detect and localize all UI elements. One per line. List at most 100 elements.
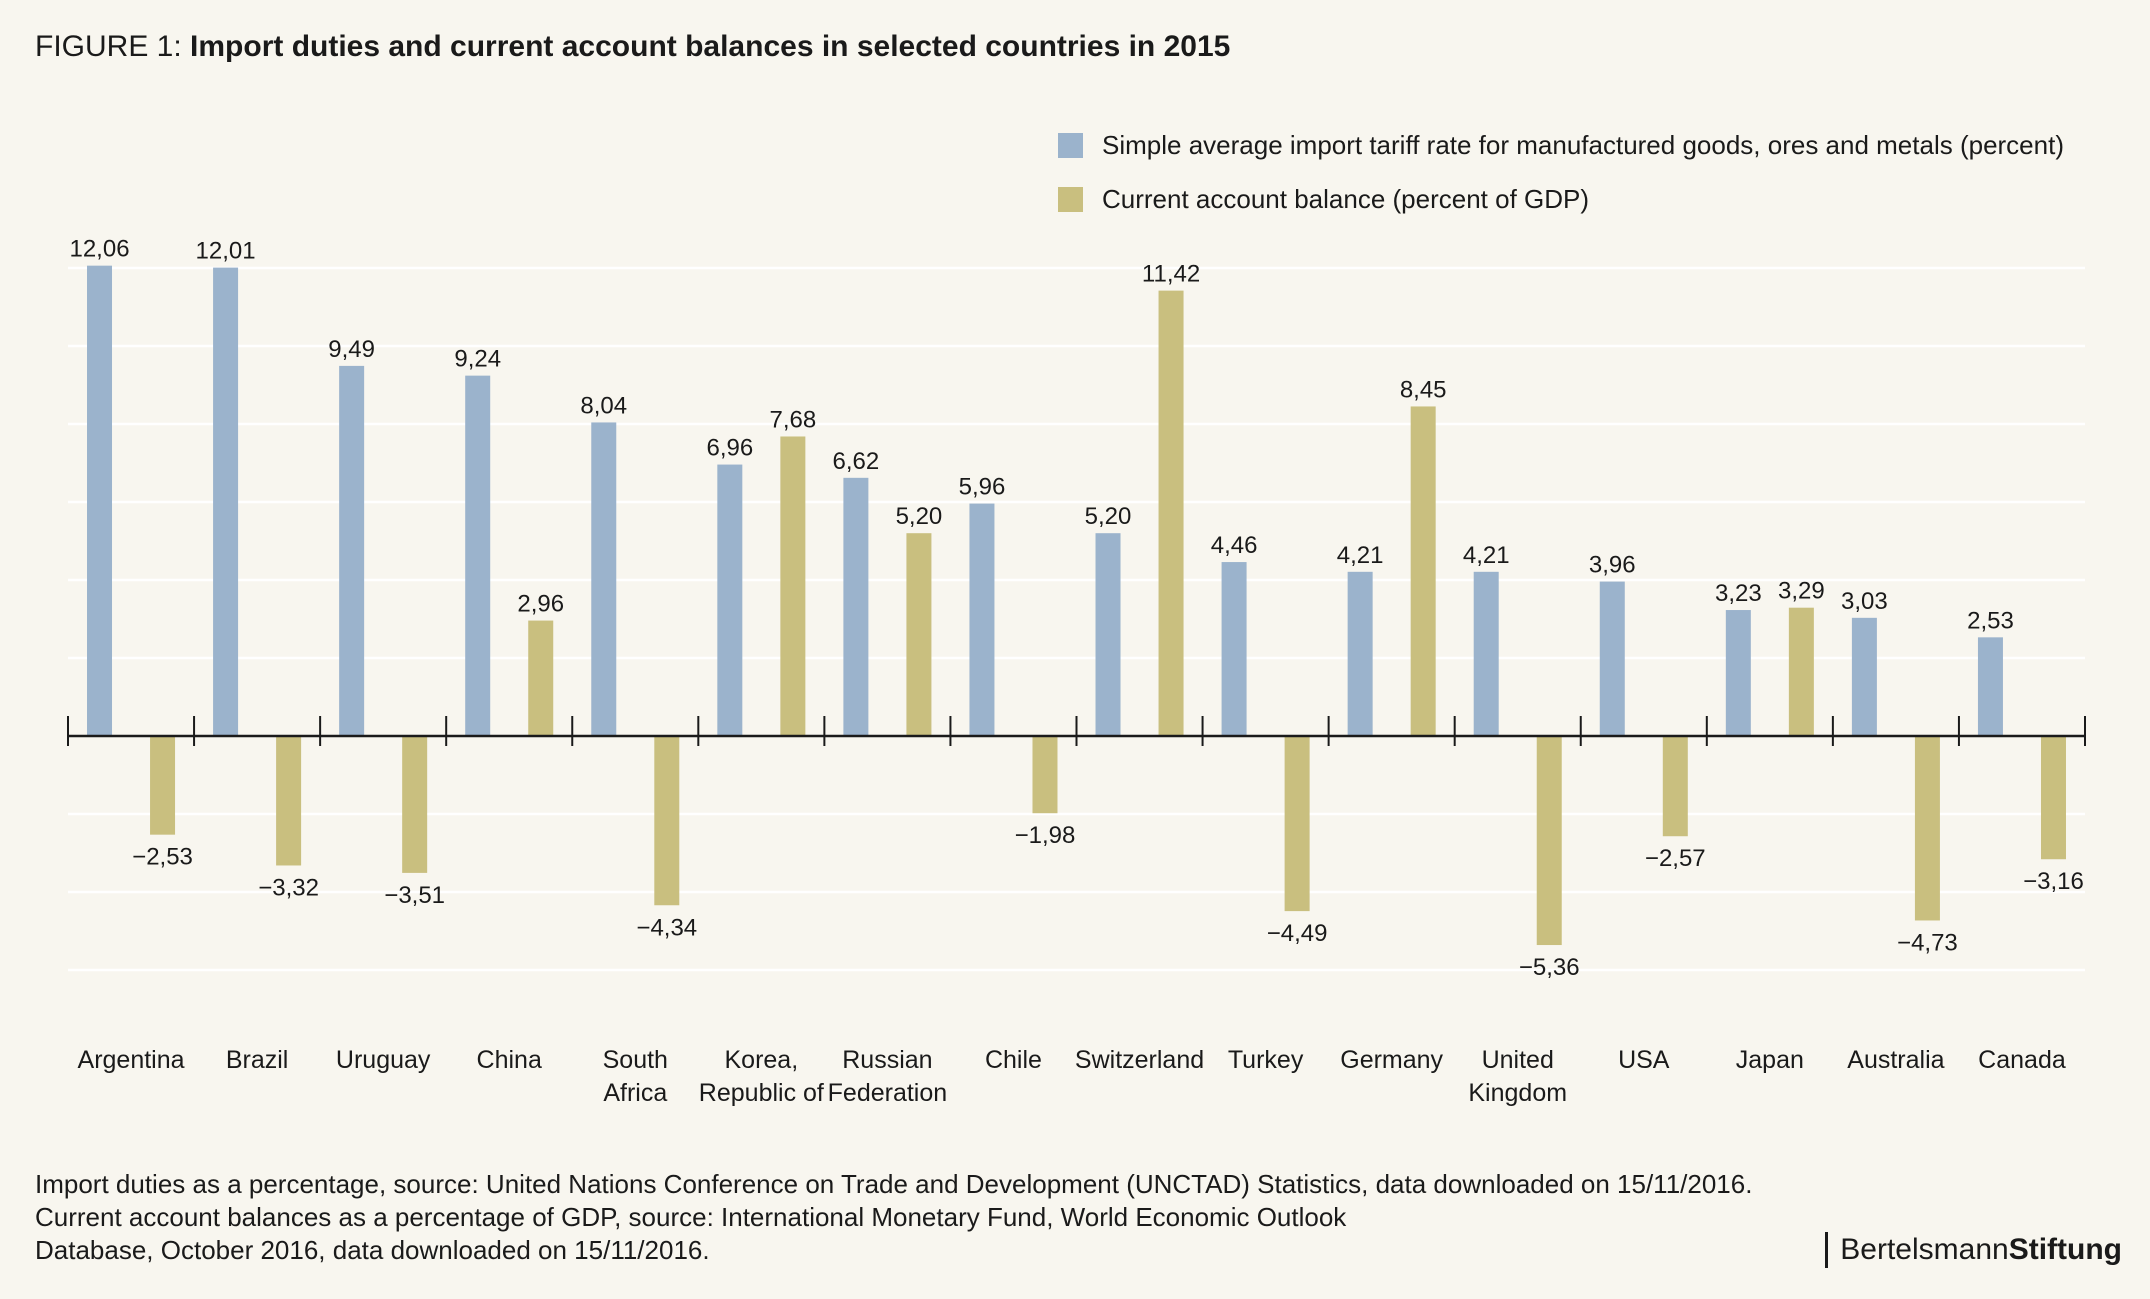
data-label: 3,03 [1841,588,1888,615]
bar-tariff [717,464,743,736]
legend-swatch-tariff [1058,132,1083,158]
data-label: 4,21 [1463,542,1510,569]
bar-current-account [1914,736,1940,921]
bar-current-account [1662,736,1688,837]
data-label: 4,46 [1211,532,1258,559]
category-label: Russian [842,1046,932,1074]
data-label: −2,57 [1645,845,1706,872]
figure-label: FIGURE 1: [35,30,191,63]
data-label: 12,06 [69,236,129,263]
category-label: Korea, [725,1046,799,1074]
source-notes: Import duties as a percentage, source: U… [35,1168,1752,1267]
data-label: 5,20 [896,503,943,530]
data-label: 3,29 [1778,578,1825,605]
legend: Simple average import tariff rate for ma… [1058,118,2064,226]
category-label: Africa [603,1079,667,1107]
data-label: 9,49 [328,336,375,363]
bar-current-account [2040,736,2066,860]
category-label: Republic of [699,1079,824,1107]
bar-current-account [528,620,554,736]
data-label: −3,32 [258,874,319,901]
bar-current-account [654,736,680,906]
bar-current-account [906,533,932,736]
category-label: Germany [1340,1046,1443,1074]
bar-tariff [213,267,239,736]
legend-item-current-account: Current account balance (percent of GDP) [1058,172,2064,226]
category-label: Australia [1847,1046,1944,1074]
category-label: USA [1618,1046,1670,1074]
bar-tariff [1347,571,1373,736]
data-label: 2,53 [1967,607,2014,634]
note-line: Current account balances as a percentage… [35,1202,1347,1232]
category-label: Uruguay [336,1046,431,1074]
category-label: Federation [828,1079,948,1107]
data-label: 11,42 [1142,261,1200,288]
data-label: 5,96 [959,474,1006,501]
brand-name-bold: Stiftung [2008,1233,2122,1266]
bar-current-account [276,736,302,866]
data-label: 12,01 [196,238,256,265]
bar-tariff [339,365,365,736]
bar-tariff [1095,533,1121,736]
bar-current-account [1410,406,1436,736]
note-line: Database, October 2016, data downloaded … [35,1235,710,1265]
bar-tariff [1851,617,1877,736]
bar-tariff [1599,581,1625,736]
bar-current-account [402,736,428,873]
data-label: 8,45 [1400,376,1447,403]
bar-tariff [1221,562,1247,736]
bar-current-account [150,736,176,835]
bar-tariff [1977,637,2003,736]
category-label: Argentina [78,1046,185,1074]
data-label: 5,20 [1085,503,1132,530]
bar-tariff [465,375,491,736]
data-label: 2,96 [517,591,564,618]
chart-title: FIGURE 1: Import duties and current acco… [35,30,1230,64]
data-label: −4,49 [1267,920,1328,947]
category-label: China [477,1046,542,1074]
data-label: 6,96 [706,435,753,462]
category-label: Chile [985,1046,1042,1074]
data-label: −5,36 [1519,954,1580,981]
legend-label-tariff: Simple average import tariff rate for ma… [1102,129,2064,160]
data-label: 3,96 [1589,552,1636,579]
note-line: Import duties as a percentage, source: U… [35,1169,1753,1199]
bar-tariff [1473,571,1499,736]
data-label: 4,21 [1337,542,1384,569]
bar-current-account [780,436,806,736]
data-label: 7,68 [770,406,817,433]
category-label: United [1482,1046,1554,1074]
bar-tariff [969,503,995,736]
data-label: −3,51 [384,882,445,909]
data-label: −3,16 [2023,868,2084,895]
bar-current-account [1284,736,1310,912]
bar-chart: 12,06 −2,53 Argentina 12,01 −3,32 Brazil 9,49 −… [67,236,2086,1107]
bar-tariff [1725,610,1751,736]
figure-title: Import duties and current account balanc… [190,30,1231,63]
data-label: −2,53 [132,844,193,871]
data-label: 9,24 [454,346,501,373]
category-label: Switzerland [1075,1046,1204,1074]
brand-logo: BertelsmannStiftung [1825,1232,2122,1268]
bar-tariff [591,422,617,736]
data-label: 8,04 [580,392,627,419]
category-label: South [603,1046,668,1074]
data-label: −4,73 [1897,929,1958,956]
legend-label-current-account: Current account balance (percent of GDP) [1102,183,1590,214]
data-label: 3,23 [1715,580,1762,607]
bar-tariff [843,477,869,736]
bar-current-account [1788,607,1814,736]
bar-current-account [1032,736,1058,814]
bar-tariff [87,265,113,736]
data-label: 6,62 [833,448,880,475]
legend-swatch-current-account [1058,186,1083,212]
category-label: Turkey [1228,1046,1304,1074]
brand-name: Bertelsmann [1840,1233,2009,1266]
category-label: Canada [1978,1046,2066,1074]
data-label: −4,34 [636,914,697,941]
category-label: Japan [1736,1046,1804,1074]
category-label: Kingdom [1468,1079,1567,1107]
data-label: −1,98 [1015,822,1076,849]
bar-current-account [1536,736,1562,946]
category-label: Brazil [226,1046,289,1074]
